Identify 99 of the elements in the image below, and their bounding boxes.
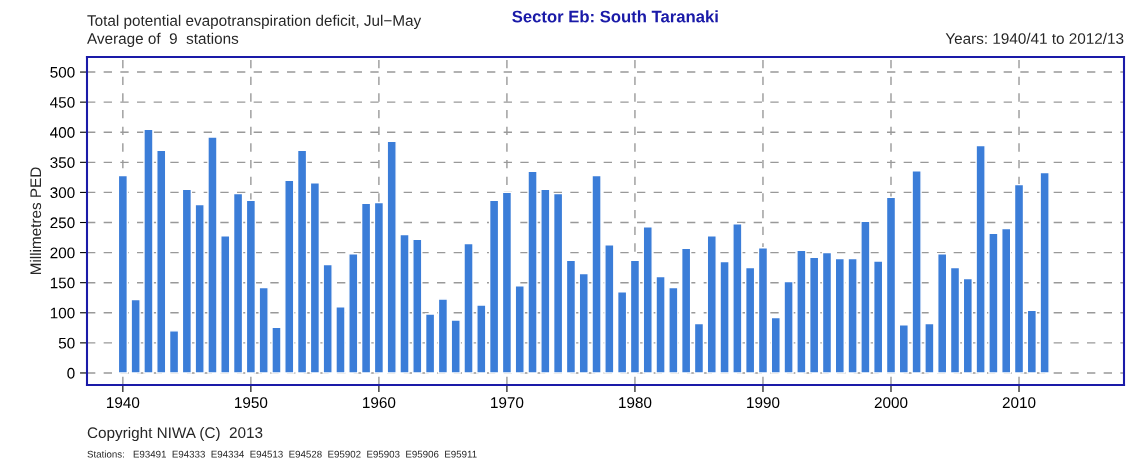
y-tick-label: 50 bbox=[58, 337, 75, 349]
bar bbox=[732, 223, 743, 374]
bar bbox=[168, 330, 180, 374]
y-tick-label: 300 bbox=[50, 187, 75, 199]
bar bbox=[399, 233, 410, 374]
bar bbox=[757, 247, 769, 374]
bar bbox=[719, 260, 730, 374]
text: Average of 9 stations bbox=[87, 32, 239, 47]
bar bbox=[911, 170, 922, 374]
y-tick-label: 100 bbox=[50, 307, 75, 319]
bar bbox=[463, 242, 474, 374]
bar bbox=[488, 199, 500, 374]
bar bbox=[1001, 227, 1012, 374]
bar bbox=[258, 286, 269, 374]
bar bbox=[616, 291, 628, 374]
bar bbox=[476, 304, 487, 374]
bar bbox=[578, 272, 589, 374]
bar bbox=[540, 188, 551, 374]
x-tick-label: 1990 bbox=[747, 397, 780, 409]
x-tick-label: 2010 bbox=[1002, 397, 1036, 409]
bar bbox=[898, 324, 909, 374]
x-tick-label: 1970 bbox=[491, 397, 524, 409]
bar bbox=[693, 322, 705, 374]
bar bbox=[1013, 183, 1025, 374]
x-tick-label: 2000 bbox=[874, 397, 908, 409]
bar bbox=[117, 174, 129, 374]
chart-title: Sector Eb: South Taranaki bbox=[512, 10, 718, 23]
y-tick-label: 200 bbox=[50, 247, 75, 259]
bar bbox=[335, 306, 346, 374]
bar bbox=[1039, 171, 1050, 374]
y-tick-label: 500 bbox=[50, 66, 75, 78]
bar bbox=[949, 266, 961, 374]
bar bbox=[975, 144, 986, 374]
bar bbox=[629, 259, 641, 374]
y-axis-title: Millimetres PED bbox=[29, 167, 42, 275]
bar bbox=[655, 275, 666, 374]
bar bbox=[514, 285, 525, 374]
y-tick-label: 400 bbox=[50, 127, 75, 138]
bar bbox=[322, 263, 333, 374]
y-tick-label: 450 bbox=[50, 97, 75, 108]
y-tick-label: 0 bbox=[67, 367, 75, 379]
bar bbox=[296, 149, 308, 374]
bar bbox=[373, 201, 385, 374]
bar bbox=[181, 188, 193, 374]
bar bbox=[809, 256, 820, 374]
bar bbox=[642, 226, 653, 374]
bar bbox=[847, 257, 858, 374]
bar bbox=[924, 322, 935, 374]
text: Copyright NIWA (C) 2013 bbox=[87, 426, 263, 442]
bar bbox=[527, 170, 538, 374]
bar bbox=[706, 235, 717, 374]
bar bbox=[156, 149, 167, 374]
text: Total potential evapotranspiration deficit, Jul−May bbox=[87, 14, 422, 29]
bar bbox=[143, 128, 154, 374]
x-tick-label: 1940 bbox=[107, 397, 140, 409]
bar bbox=[668, 286, 679, 374]
bar bbox=[424, 313, 436, 374]
bar bbox=[937, 253, 948, 374]
x-tick-label: 1950 bbox=[235, 397, 268, 409]
bar bbox=[988, 232, 999, 374]
bar bbox=[130, 298, 141, 374]
bar bbox=[207, 136, 218, 374]
text: Years: 1940/41 to 2012/13 bbox=[945, 32, 1124, 44]
bar bbox=[309, 182, 321, 374]
y-tick-label: 250 bbox=[50, 217, 75, 229]
bar bbox=[220, 235, 231, 374]
y-tick-label: 150 bbox=[50, 277, 75, 289]
bar bbox=[284, 179, 295, 374]
bar bbox=[348, 253, 359, 374]
bar bbox=[834, 257, 845, 374]
bar bbox=[860, 220, 871, 374]
bar bbox=[450, 319, 461, 374]
bar bbox=[501, 191, 513, 374]
bar bbox=[552, 192, 564, 374]
bar bbox=[437, 298, 449, 374]
bar bbox=[271, 326, 282, 374]
bar bbox=[194, 203, 205, 374]
bar bbox=[885, 196, 897, 374]
bar bbox=[680, 247, 692, 374]
bar bbox=[565, 259, 577, 374]
bar bbox=[360, 202, 372, 374]
bar bbox=[412, 238, 423, 374]
bar bbox=[783, 280, 794, 374]
bar bbox=[744, 266, 756, 374]
bar bbox=[604, 244, 615, 374]
bar bbox=[821, 251, 833, 374]
bar bbox=[962, 277, 973, 374]
bar bbox=[386, 140, 397, 374]
bar bbox=[245, 199, 257, 374]
x-tick-label: 1960 bbox=[363, 397, 396, 409]
y-tick-label: 350 bbox=[50, 157, 75, 169]
x-tick-label: 1980 bbox=[619, 397, 652, 409]
bar bbox=[232, 192, 244, 374]
bar bbox=[873, 260, 884, 374]
bar bbox=[796, 249, 807, 374]
bar bbox=[770, 316, 781, 374]
bar bbox=[1026, 309, 1037, 374]
text: Stations: E93491 E94333 E94334 E94513 E94528 E95902 E95903 E95906 E95911 bbox=[87, 450, 477, 458]
bar bbox=[591, 174, 602, 374]
